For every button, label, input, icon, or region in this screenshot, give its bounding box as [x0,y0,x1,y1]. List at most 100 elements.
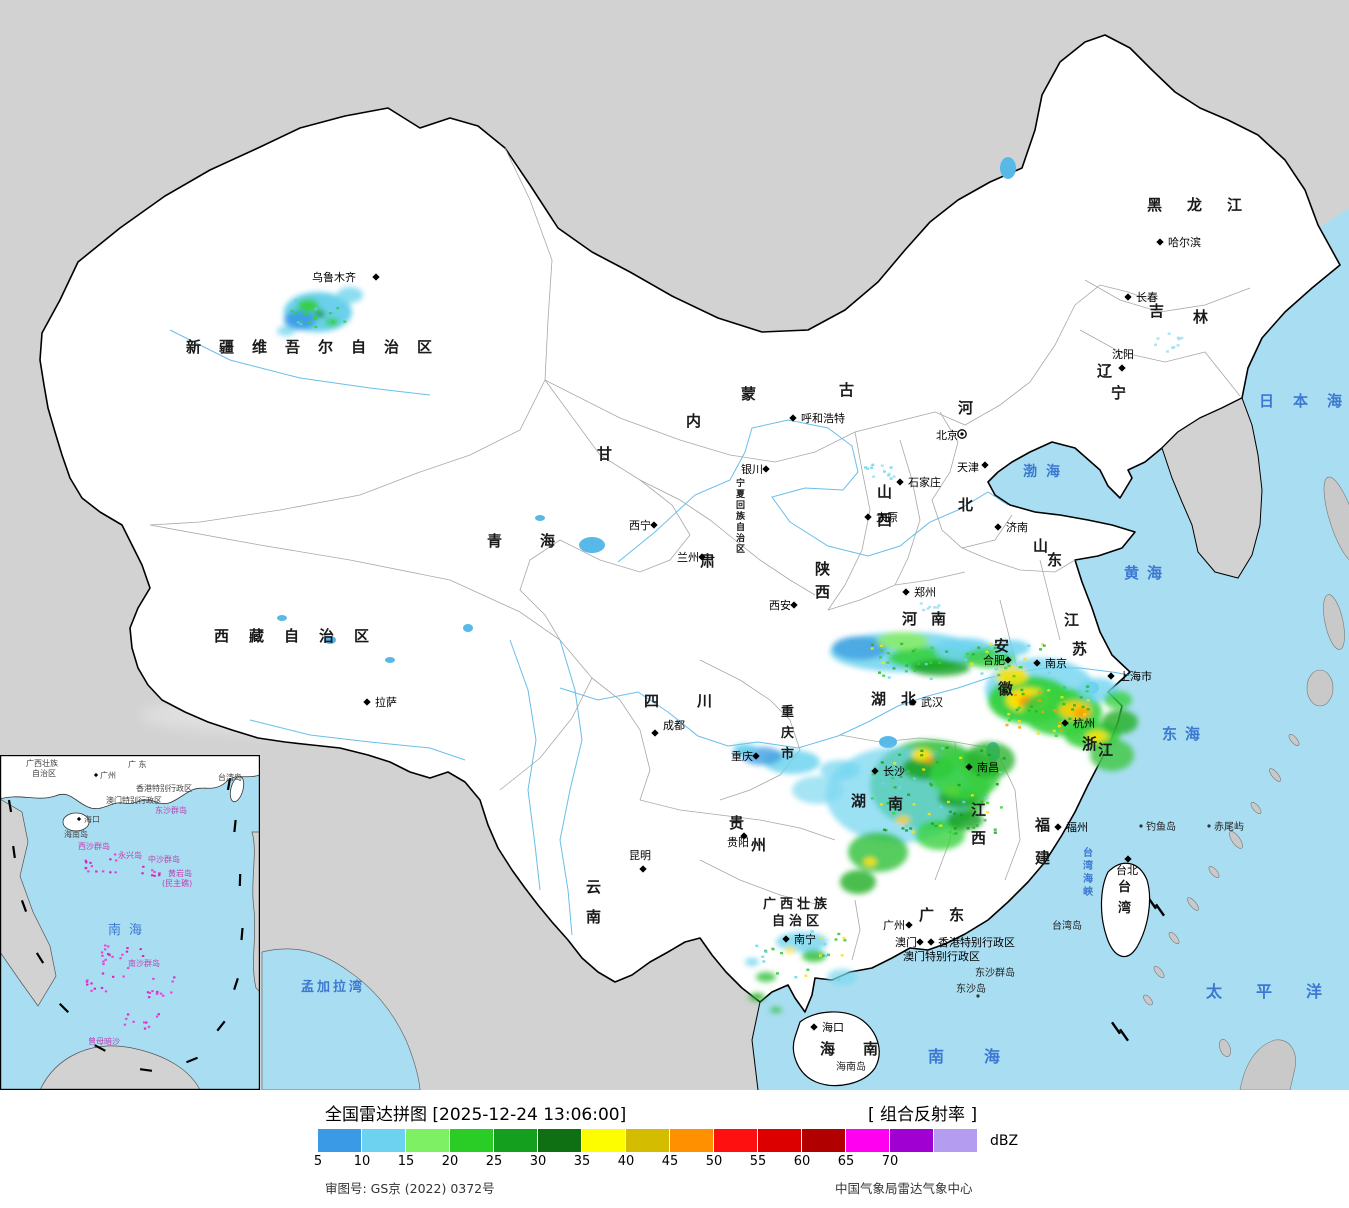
inset-island-speck [125,950,129,953]
inset-island-speck [93,987,97,990]
inset-island-speck [132,1020,135,1023]
city-label: 沈阳 [1112,347,1134,361]
city-label: 天津 [957,461,979,474]
city-label: 贵阳 [727,836,749,849]
city-label: 郑州 [914,585,936,599]
island-label: 台湾岛 [1052,919,1082,932]
province-label: 南 [931,610,946,628]
inset-island-speck [84,867,88,870]
inset-island-speck [121,953,124,956]
sea-label: 渤海 [1023,463,1069,480]
inset-island-speck [151,874,154,877]
city-marker [905,921,913,929]
city-label: 合肥 [983,653,1005,667]
city-label: 北京 [936,428,958,442]
city-label: 香港特别行政区 [938,935,1015,949]
dbz-scale-segment [758,1129,802,1152]
dbz-scale-segment [714,1129,758,1152]
nine-dash-segment [35,952,45,964]
inset-island-speck [155,992,159,995]
province-label: 山 [1033,537,1048,555]
island-dot [1207,824,1211,828]
inset-label: 中沙群岛 [148,854,180,864]
inset-island-speck [111,975,115,978]
dbz-scale-segment [538,1129,582,1152]
province-label: 贵 [729,814,744,832]
city-label: 拉萨 [375,695,397,709]
nine-dash-segment [186,1056,198,1064]
inset-island-speck [161,994,165,997]
inset-island-speck [102,963,105,966]
approval-number: 审图号: GS京 (2022) 0372号 [325,1181,495,1196]
city-label: 昆明 [629,849,651,862]
city-marker [909,698,917,706]
sea-label: 日本海 [1259,392,1349,410]
dbz-scale-value: 70 [881,1154,899,1169]
inset-island-speck [90,865,94,868]
city-marker [896,478,904,486]
inset-label: 曾母暗沙 [88,1036,120,1046]
inset-island-speck [90,982,93,985]
inset-border [0,755,260,1090]
province-label: 内 [686,412,701,430]
province-label: 蒙 [741,385,756,403]
inset-island-speck [104,990,108,993]
city-marker [752,752,760,760]
province-label: 北 [901,690,916,708]
province-label: 浙 [1082,735,1097,753]
city-label: 哈尔滨 [1168,235,1201,249]
province-label: 自治区 [772,913,823,929]
province-label: 甘 [597,445,612,463]
province-label: 西藏自治区 [214,627,389,645]
city-marker [363,698,371,706]
inset-island-speck [153,874,156,877]
city-marker [650,521,658,529]
city-label: 成都 [663,719,685,732]
inset-island-speck [151,990,154,993]
province-label: 苏 [1072,640,1087,658]
province-label: 林 [1193,308,1209,326]
inset-label: 永兴岛 [118,850,142,860]
capital-marker-dot [960,432,964,436]
inset-island-speck [95,870,98,873]
city-marker [864,513,872,521]
inset-label: 广西壮族 [26,758,58,768]
province-label: 宁夏回族自治区 [735,477,746,555]
inset-island-speck [141,872,144,875]
nine-dash-segment [233,819,237,833]
inset-island-speck [145,1021,148,1024]
dbz-scale-value: 20 [441,1154,459,1169]
inset-island-speck [170,991,173,994]
city-label: 南昌 [977,761,999,774]
legend-panel: 全国雷达拼图 [2025-12-24 13:06:00] [ 组合反射率 ] d… [0,1090,1349,1208]
radar-speckle-layer [290,299,1184,981]
island-dot [976,994,980,998]
province-label: 州 [750,836,766,854]
inset-island-speck [153,870,156,873]
province-label: 宁 [1111,384,1126,402]
sea-label: 太平洋 [1205,982,1349,1001]
island-label: 赤尾屿 [1214,821,1244,833]
dbz-scale-segment [318,1129,362,1152]
dbz-scale-bar [318,1129,978,1152]
inset-island-speck [104,944,107,947]
city-marker [372,273,380,281]
inset-island-speck [157,1013,160,1016]
inset-label: 广州 [100,770,116,780]
city-label: 海口 [822,1020,844,1034]
city-label: 台北 [1116,863,1138,877]
inset-island-speck [101,954,104,957]
city-marker [871,767,879,775]
city-label: 西安 [769,598,791,612]
inset-label: 黄岩岛 [168,868,192,878]
city-marker [789,414,797,422]
dbz-scale-value: 30 [529,1154,547,1169]
inset-label: 台湾岛 [218,772,242,782]
china-landmass [39,34,1341,1013]
inset-island-speck [141,955,145,958]
nine-dash-segment [226,777,232,791]
province-label: 云南 [586,878,601,926]
inset-island-speck [146,991,150,994]
